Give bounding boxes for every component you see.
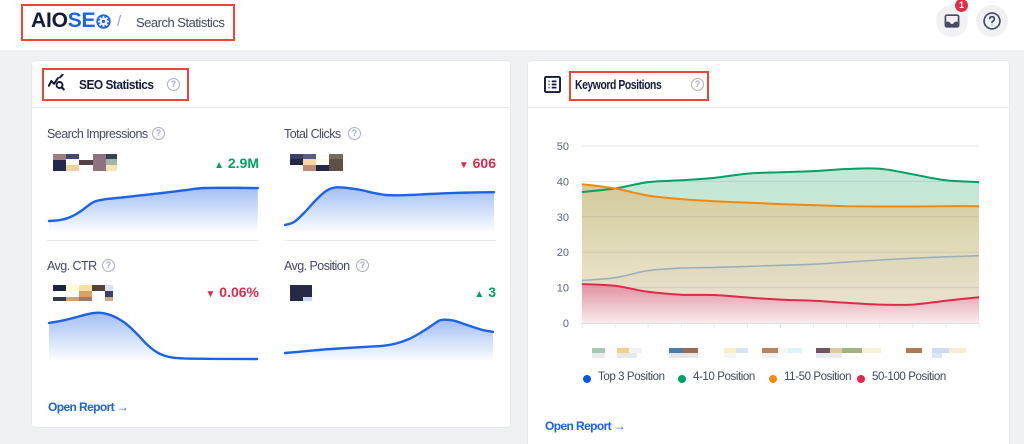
svg-text:0: 0 bbox=[563, 318, 569, 330]
svg-text:30: 30 bbox=[557, 212, 569, 224]
svg-text:10: 10 bbox=[557, 283, 569, 295]
svg-text:20: 20 bbox=[557, 247, 569, 259]
svg-text:40: 40 bbox=[557, 176, 569, 188]
svg-text:50: 50 bbox=[557, 141, 569, 153]
